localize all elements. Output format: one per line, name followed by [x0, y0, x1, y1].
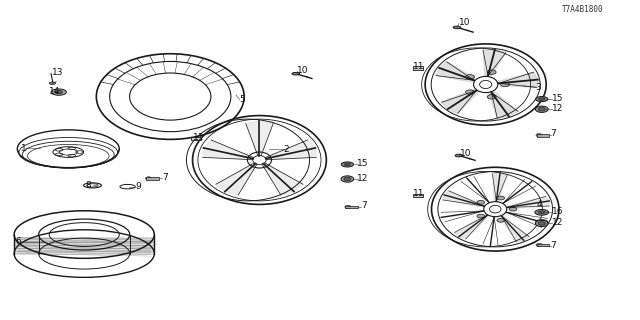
Polygon shape	[246, 121, 273, 156]
Polygon shape	[442, 89, 479, 114]
Text: 7: 7	[550, 241, 556, 250]
Polygon shape	[203, 140, 254, 160]
Text: 7: 7	[162, 173, 168, 182]
Text: 6: 6	[15, 237, 21, 246]
Ellipse shape	[538, 222, 545, 225]
Polygon shape	[483, 50, 506, 76]
Polygon shape	[443, 191, 485, 207]
Polygon shape	[506, 196, 549, 208]
Ellipse shape	[465, 90, 474, 94]
Ellipse shape	[538, 221, 545, 225]
Ellipse shape	[344, 177, 351, 181]
Ellipse shape	[465, 75, 474, 79]
Ellipse shape	[487, 95, 496, 99]
Bar	[346, 206, 358, 208]
Text: 15: 15	[357, 159, 369, 168]
Polygon shape	[265, 140, 316, 160]
Ellipse shape	[51, 89, 67, 95]
Text: 8: 8	[86, 181, 92, 190]
Ellipse shape	[497, 196, 504, 200]
Ellipse shape	[487, 70, 496, 74]
Text: 1: 1	[20, 144, 26, 153]
Ellipse shape	[477, 200, 484, 204]
Polygon shape	[489, 92, 518, 118]
Ellipse shape	[341, 162, 353, 167]
Ellipse shape	[536, 220, 548, 227]
Ellipse shape	[497, 219, 504, 222]
Ellipse shape	[292, 72, 300, 75]
Text: 10: 10	[297, 66, 308, 75]
Ellipse shape	[455, 154, 463, 157]
Text: 14: 14	[49, 87, 61, 96]
Text: 12: 12	[552, 104, 563, 113]
Text: 7: 7	[361, 202, 367, 211]
Bar	[537, 244, 549, 246]
Ellipse shape	[453, 26, 461, 29]
Text: 2: 2	[284, 145, 289, 154]
Text: T7A4B1800: T7A4B1800	[562, 5, 604, 14]
Bar	[413, 194, 423, 197]
Polygon shape	[436, 62, 476, 82]
Ellipse shape	[536, 244, 542, 247]
Text: 16: 16	[552, 207, 563, 216]
Bar	[413, 66, 423, 70]
Polygon shape	[492, 173, 508, 201]
Polygon shape	[216, 163, 257, 195]
Ellipse shape	[538, 211, 545, 214]
Ellipse shape	[344, 163, 351, 166]
Text: 11: 11	[413, 62, 424, 71]
Text: 10: 10	[459, 19, 470, 28]
Ellipse shape	[345, 205, 351, 209]
Ellipse shape	[477, 214, 484, 218]
Ellipse shape	[509, 207, 517, 211]
Text: 15: 15	[552, 94, 563, 103]
Text: 3: 3	[536, 83, 541, 92]
Ellipse shape	[55, 91, 63, 94]
Ellipse shape	[536, 220, 548, 226]
Text: 4: 4	[537, 200, 542, 209]
Bar	[537, 134, 549, 137]
Text: 12: 12	[357, 174, 369, 183]
Text: 11: 11	[193, 133, 204, 142]
Text: 13: 13	[52, 68, 64, 77]
Ellipse shape	[341, 176, 354, 182]
Text: 12: 12	[552, 218, 563, 227]
Ellipse shape	[49, 82, 56, 84]
Ellipse shape	[539, 98, 545, 100]
Text: 10: 10	[460, 148, 472, 157]
Ellipse shape	[145, 177, 152, 180]
Ellipse shape	[500, 82, 509, 87]
Polygon shape	[500, 215, 529, 242]
Bar	[191, 137, 201, 140]
Text: 9: 9	[135, 182, 141, 191]
Text: 5: 5	[240, 95, 246, 104]
Ellipse shape	[535, 210, 548, 215]
Ellipse shape	[536, 106, 548, 112]
Text: 7: 7	[550, 130, 556, 139]
Polygon shape	[498, 72, 538, 87]
Ellipse shape	[538, 108, 545, 111]
Polygon shape	[262, 163, 303, 195]
Bar	[146, 177, 159, 180]
Polygon shape	[454, 214, 489, 239]
Text: 11: 11	[413, 189, 424, 198]
Ellipse shape	[536, 134, 542, 137]
Ellipse shape	[536, 97, 548, 102]
